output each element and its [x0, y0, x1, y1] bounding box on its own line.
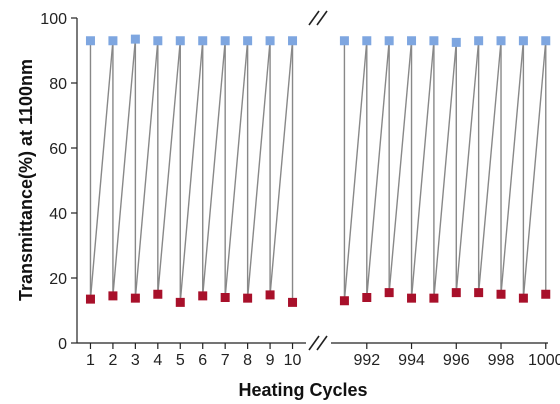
- diagonal-transition-line: [179, 40, 204, 303]
- low-transmittance-point: [220, 293, 230, 302]
- diagonal-transition-line: [522, 40, 547, 299]
- diagonal-transition-line: [366, 40, 390, 298]
- y-tick-label: 100: [40, 11, 67, 28]
- high-transmittance-point: [541, 36, 551, 46]
- high-transmittance-point: [220, 36, 230, 46]
- high-transmittance-point: [130, 34, 140, 44]
- diagonal-transition-line: [269, 40, 294, 295]
- y-tick-label: 60: [49, 141, 67, 158]
- diagonal-transition-line: [112, 39, 137, 296]
- low-transmittance-point: [362, 293, 372, 302]
- diagonal-transition-line: [134, 40, 159, 299]
- x-tick-label: 10: [284, 352, 302, 369]
- cycle-lines: [89, 39, 547, 303]
- diagonal-transition-line: [388, 40, 413, 293]
- y-tick-label: 40: [49, 206, 67, 223]
- diagonal-transition-line: [455, 40, 480, 293]
- diagonal-transition-line: [500, 40, 525, 295]
- high-transmittance-point: [451, 37, 461, 47]
- diagonal-transition-line: [246, 40, 271, 299]
- axes: [71, 10, 548, 351]
- x-tick-label: 5: [176, 352, 185, 369]
- y-tick-label: 80: [49, 76, 67, 93]
- high-transmittance-point: [362, 36, 372, 46]
- diagonal-transition-line: [157, 40, 181, 295]
- x-tick-label: 9: [266, 352, 275, 369]
- low-transmittance-point: [429, 293, 439, 303]
- high-transmittance-point: [474, 36, 484, 46]
- low-transmittance-point: [243, 293, 253, 303]
- high-transmittance-point: [384, 36, 394, 46]
- x-tick-label: 992: [353, 352, 380, 369]
- high-transmittance-point: [153, 36, 163, 46]
- high-transmittance-point: [243, 36, 253, 46]
- low-transmittance-point: [474, 288, 484, 298]
- low-transmittance-point: [496, 289, 506, 299]
- diagonal-transition-line: [89, 40, 114, 300]
- x-tick-label: 994: [398, 352, 425, 369]
- x-tick-label: 8: [243, 352, 252, 369]
- y-tick-label: 20: [49, 271, 67, 288]
- low-transmittance-point: [108, 291, 118, 301]
- x-tick-label: 7: [221, 352, 230, 369]
- low-transmittance-point: [85, 294, 95, 304]
- x-tick-label: 996: [443, 352, 470, 369]
- low-transmittance-point: [198, 291, 208, 301]
- low-transmittance-point: [130, 293, 140, 303]
- x-tick-label: 2: [108, 352, 117, 369]
- low-transmittance-point: [153, 289, 163, 299]
- axis-break-mark-top: [316, 10, 328, 26]
- low-transmittance-point: [384, 288, 394, 298]
- high-transmittance-point: [108, 36, 118, 46]
- diagonal-transition-line: [410, 40, 435, 299]
- x-tick-label: 6: [198, 352, 207, 369]
- x-axis-title: Heating Cycles: [238, 380, 367, 400]
- high-transmittance-point: [288, 36, 298, 46]
- diagonal-transition-line: [224, 40, 249, 298]
- axis-break-mark-bottom: [308, 335, 320, 351]
- low-transmittance-point: [265, 290, 275, 300]
- diagonal-transition-line: [433, 42, 457, 299]
- diagonal-transition-line: [343, 40, 368, 301]
- tick-labels: 0 20 40 60 80 100 1 2 3 4 5 6 7 8 9 10 992 994 996 998 1000: [40, 11, 560, 369]
- high-transmittance-point: [339, 36, 349, 46]
- low-transmittance-point: [541, 289, 551, 299]
- y-tick-label: 0: [58, 336, 67, 353]
- low-transmittance-point: [407, 293, 417, 303]
- data-markers: [85, 34, 551, 307]
- low-transmittance-point: [288, 297, 298, 307]
- high-transmittance-point: [496, 36, 506, 46]
- diagonal-transition-line: [202, 40, 226, 296]
- high-transmittance-point: [407, 36, 417, 46]
- high-transmittance-point: [85, 36, 95, 46]
- high-transmittance-point: [265, 36, 275, 46]
- x-tick-label: 1000: [528, 352, 560, 369]
- high-transmittance-point: [175, 36, 185, 46]
- y-axis-title: Transmittance(%) at 1100nm: [16, 59, 36, 301]
- x-tick-label: 1: [86, 352, 95, 369]
- x-tick-label: 3: [131, 352, 140, 369]
- high-transmittance-point: [429, 36, 439, 46]
- x-tick-label: 4: [153, 352, 162, 369]
- diagonal-transition-line: [477, 40, 502, 293]
- high-transmittance-point: [198, 36, 208, 46]
- low-transmittance-point: [451, 288, 461, 298]
- x-tick-label: 998: [488, 352, 515, 369]
- low-transmittance-point: [339, 296, 349, 306]
- axis-break-mark-bottom: [316, 335, 328, 351]
- low-transmittance-point: [175, 297, 185, 307]
- high-transmittance-point: [518, 36, 528, 46]
- low-transmittance-point: [518, 293, 528, 303]
- axis-break-mark-top: [308, 10, 320, 26]
